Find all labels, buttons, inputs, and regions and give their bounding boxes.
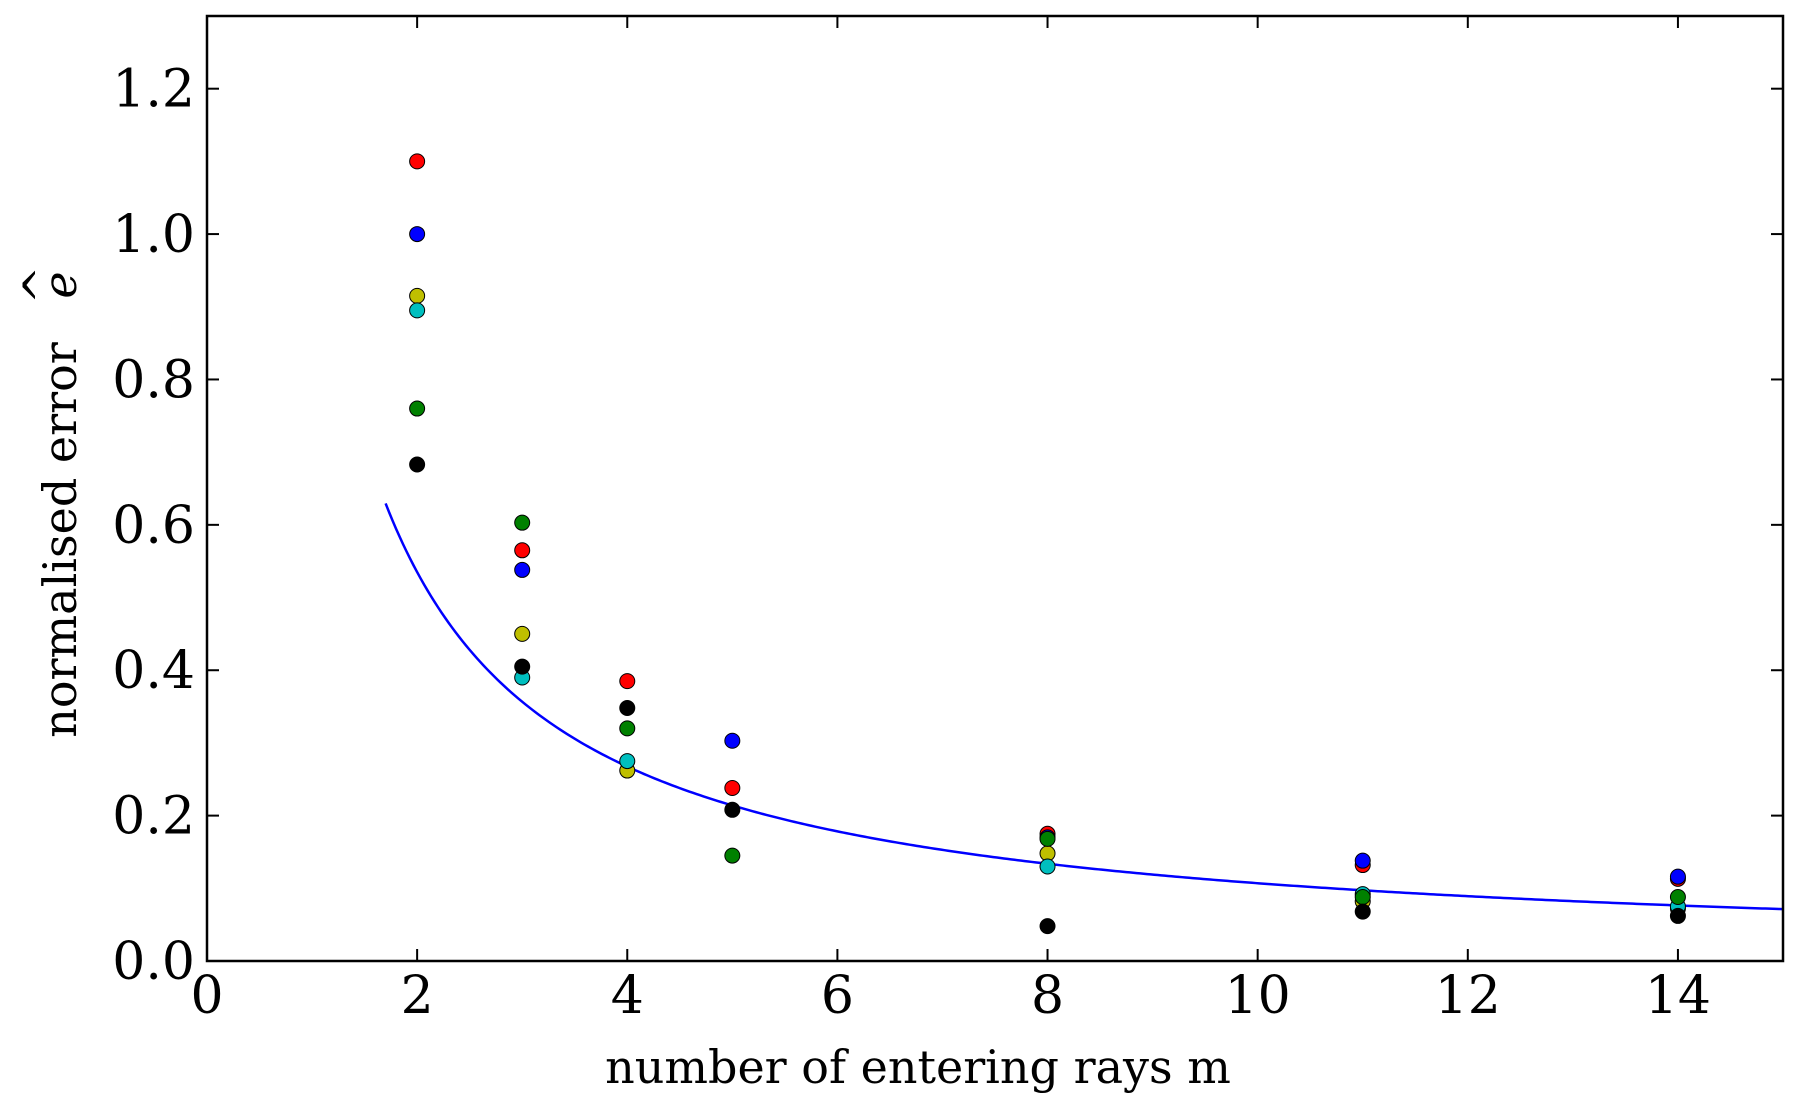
data-point-cyan-2 [619, 753, 636, 770]
x-tick-label-3: 6 [821, 966, 854, 1026]
data-point-blue-0 [409, 226, 426, 243]
data-points-layer [409, 153, 1686, 935]
data-point-black-6 [1669, 907, 1686, 924]
data-point-red-3 [724, 779, 741, 796]
data-point-black-3 [724, 801, 741, 818]
fit-curve [384, 503, 1783, 911]
data-point-blue-2 [724, 732, 741, 749]
data-point-green-0 [409, 400, 426, 417]
y-tick-label-5: 1.0 [112, 205, 195, 265]
data-point-blue-5 [1669, 868, 1686, 885]
y-tick-label-6: 1.2 [112, 60, 195, 120]
y-axis-title: normalised error ^ e [13, 266, 87, 738]
data-point-black-1 [514, 658, 531, 675]
x-tick-label-4: 8 [1031, 966, 1064, 1026]
x-tick-label-6: 12 [1435, 966, 1501, 1026]
y-tick-label-2: 0.4 [112, 641, 195, 701]
y-tick-label-1: 0.2 [112, 787, 195, 847]
data-point-cyan-3 [1039, 858, 1056, 875]
data-point-cyan-0 [409, 302, 426, 319]
data-point-yellow-1 [514, 625, 531, 642]
y-tick-label-3: 0.6 [112, 496, 195, 556]
x-axis-title: number of entering rays m [605, 1040, 1231, 1094]
x-tick-label-1: 2 [401, 966, 434, 1026]
data-point-green-4 [1039, 830, 1056, 847]
x-tick-label-0: 0 [190, 966, 223, 1026]
x-tick-label-7: 14 [1645, 966, 1711, 1026]
data-point-green-3 [724, 847, 741, 864]
data-point-black-0 [409, 456, 426, 473]
data-point-black-4 [1039, 918, 1056, 935]
data-point-blue-1 [514, 561, 531, 578]
data-point-red-0 [409, 153, 426, 170]
data-point-red-2 [619, 673, 636, 690]
data-point-green-6 [1669, 889, 1686, 906]
tick-labels-layer: 0 2 4 6 8 10 12 14 0.0 0.2 0.4 0.6 0.8 1.0 1.2 [112, 60, 1711, 1026]
data-point-blue-4 [1354, 852, 1371, 869]
data-point-green-2 [619, 720, 636, 737]
data-point-yellow-0 [409, 287, 426, 304]
y-axis-title-symbol: e [33, 271, 87, 298]
x-tick-label-2: 4 [611, 966, 644, 1026]
plot-frame [205, 14, 1785, 963]
y-axis-title-accent: ^ [13, 266, 67, 305]
data-point-black-2 [619, 700, 636, 717]
data-point-green-5 [1354, 889, 1371, 906]
y-tick-label-0: 0.0 [112, 932, 195, 992]
data-point-red-1 [514, 542, 531, 559]
fit-curve-layer [384, 503, 1783, 911]
y-tick-label-4: 0.8 [112, 350, 195, 410]
data-point-green-1 [514, 514, 531, 531]
y-axis-title-text: normalised error [33, 342, 87, 738]
x-tick-label-5: 10 [1225, 966, 1291, 1026]
data-point-black-5 [1354, 903, 1371, 920]
